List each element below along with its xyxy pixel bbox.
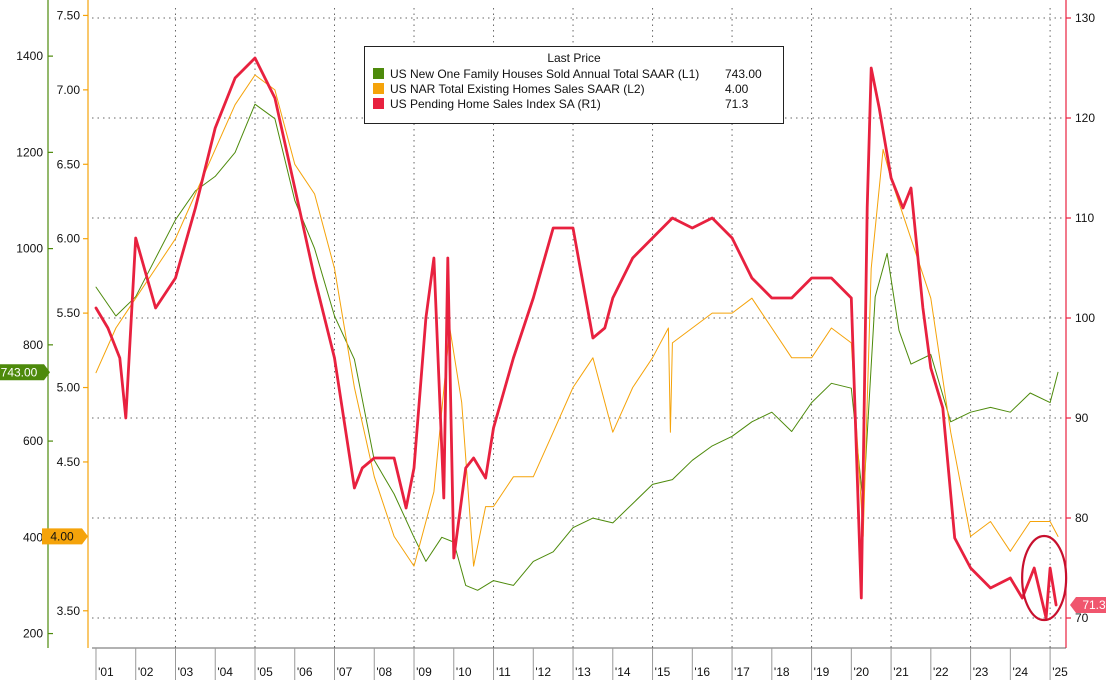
highlight-ellipse (1021, 534, 1068, 622)
series-layer (94, 56, 1059, 620)
tick-label-x: '07 (337, 665, 353, 679)
tick-label-x: '01 (98, 665, 114, 679)
legend-label-new-homes: US New One Family Houses Sold Annual Tot… (390, 66, 675, 81)
tick-label-l2: 5.50 (57, 306, 81, 320)
tick-label-l2: 6.00 (57, 232, 81, 246)
tick-label-x: '10 (456, 665, 472, 679)
tick-label-x: '11 (496, 665, 511, 679)
tick-label-x: '13 (575, 665, 591, 679)
series-line-pending-sales (94, 56, 1058, 620)
tick-label-x: '06 (297, 665, 313, 679)
legend: Last Price US New One Family Houses Sold… (364, 46, 784, 124)
legend-swatch-existing-homes (373, 83, 384, 94)
tick-label-x: '17 (734, 665, 750, 679)
tick-label-l1: 1000 (16, 242, 43, 256)
legend-item-existing-homes: US NAR Total Existing Homes Sales SAAR (… (373, 81, 775, 96)
tick-label-l1: 800 (23, 338, 43, 352)
tick-label-l2: 7.50 (57, 8, 81, 22)
tick-label-r1: 90 (1075, 411, 1089, 425)
badge-l1-shape (0, 364, 50, 381)
series-line-new-homes (95, 103, 1059, 591)
tick-label-x: '24 (1012, 665, 1028, 679)
badge-layer: 743.00 4.00 71.3 (0, 364, 1106, 613)
axis-r1: 70 80 90 100 110 120 130 (1065, 0, 1095, 648)
tick-label-r1: 130 (1075, 11, 1095, 25)
badge-r1: 71.3 (1070, 597, 1106, 613)
tick-label-x: '05 (257, 665, 273, 679)
tick-label-x: '08 (376, 665, 392, 679)
tick-label-l2: 5.00 (57, 381, 81, 395)
tick-label-x: '16 (694, 665, 710, 679)
tick-label-l2: 6.50 (57, 157, 81, 171)
tick-label-l2: 3.50 (57, 604, 81, 618)
tick-label-l1: 1400 (16, 49, 43, 63)
tick-label-x: '23 (973, 665, 989, 679)
badge-l2-shape (42, 528, 88, 545)
tick-label-x: '21 (893, 665, 909, 679)
tick-label-l2: 4.50 (57, 455, 81, 469)
tick-label-x: '25 (1052, 665, 1068, 679)
badge-l1-text: 743.00 (1, 365, 38, 379)
annotation-layer (1021, 534, 1068, 622)
legend-axis-new-homes: (L1) (677, 66, 700, 81)
badge-r1-text: 71.3 (1082, 598, 1106, 612)
tick-label-x: '20 (853, 665, 869, 679)
legend-label-existing-homes: US NAR Total Existing Homes Sales SAAR (390, 81, 620, 96)
tick-label-l1: 1200 (16, 145, 43, 159)
axis-l2: 3.504.004.505.005.506.006.507.007.50 (57, 0, 89, 648)
badge-l2: 4.00 (42, 528, 88, 545)
legend-swatch-pending-sales (373, 98, 384, 109)
tick-label-x: '09 (416, 665, 432, 679)
tick-label-x: '15 (655, 665, 671, 679)
legend-value-new-homes: 743.00 (725, 66, 762, 81)
tick-label-x: '04 (217, 665, 233, 679)
legend-item-pending-sales: US Pending Home Sales Index SA (R1) 71.3 (373, 96, 775, 111)
tick-label-x: '19 (814, 665, 830, 679)
tick-label-x: '12 (535, 665, 551, 679)
tick-label-x: '14 (615, 665, 631, 679)
tick-label-x: '22 (933, 665, 949, 679)
legend-value-pending-sales: 71.3 (725, 96, 749, 111)
tick-label-r1: 80 (1075, 511, 1089, 525)
grid (92, 8, 1066, 648)
tick-label-l1: 600 (23, 434, 43, 448)
tick-label-r1: 70 (1075, 611, 1089, 625)
tick-label-r1: 100 (1075, 311, 1095, 325)
tick-label-x: '03 (178, 665, 194, 679)
axis-x: '01 '02 '03 '04 '05 '06 '07 '08 '09 '10 '11 '12 '13 '… (92, 647, 1068, 680)
legend-item-new-homes: US New One Family Houses Sold Annual Tot… (373, 66, 775, 81)
tick-label-r1: 110 (1075, 211, 1094, 225)
tick-label-l1: 400 (23, 530, 43, 544)
tick-label-x: '18 (774, 665, 790, 679)
legend-axis-existing-homes: (L2) (623, 81, 645, 96)
axis-l1: 200 400 600 800 1000 1200 1400 (16, 0, 53, 648)
badge-l2-text: 4.00 (50, 529, 74, 543)
tick-label-l2: 7.00 (57, 83, 81, 97)
badge-l1: 743.00 (0, 364, 50, 381)
legend-swatch-new-homes (373, 68, 384, 79)
legend-title: Last Price (547, 51, 601, 65)
tick-label-r1: 120 (1075, 111, 1095, 125)
tick-label-l1: 200 (23, 627, 43, 641)
legend-label-pending-sales: US Pending Home Sales Index SA (390, 96, 575, 111)
legend-axis-pending-sales: (R1) (577, 96, 601, 111)
badge-r1-shape (1070, 597, 1106, 613)
legend-value-existing-homes: 4.00 (725, 81, 749, 96)
tick-label-x: '02 (138, 665, 154, 679)
